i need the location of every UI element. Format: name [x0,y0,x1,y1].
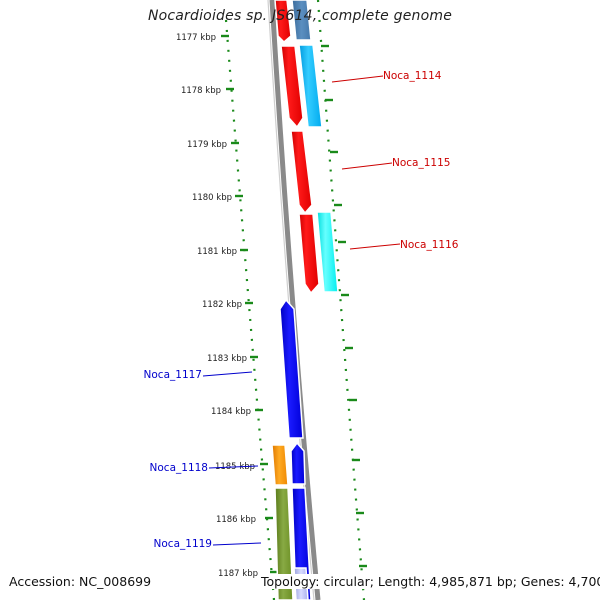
scale-tick-label: 1182 kbp [202,300,242,310]
genome-summary-text: Topology: circular; Length: 4,985,871 bp… [261,574,600,589]
gene-label-noca-1117[interactable]: Noca_1117 [144,369,202,381]
cds-arrow-noca-1118[interactable] [290,441,306,485]
cds-arrow-noca-1117[interactable] [279,298,304,439]
scale-tick-label: 1186 kbp [216,515,256,525]
feature-olive-noca-1119[interactable] [274,487,294,600]
scale-tick-label: 1178 kbp [181,86,221,96]
outer-tick-marks [321,44,367,568]
accession-text: Accession: NC_008699 [9,574,152,589]
gene-label-noca-1116[interactable]: Noca_1116 [400,239,459,251]
genome-title: Nocardioides sp. JS614, complete genome [147,8,453,24]
gene-label-noca-1114[interactable]: Noca_1114 [383,70,442,82]
scale-tick-label: 1187 kbp [218,569,258,579]
scale-tick-label: 1184 kbp [211,407,251,417]
cds-arrow-noca-1114[interactable] [280,45,304,129]
scale-tick-label: 1183 kbp [207,354,247,364]
scale-tick-label: 1177 kbp [176,33,216,43]
gene-label-noca-1118[interactable]: Noca_1118 [150,462,208,474]
gene-label-noca-1119[interactable]: Noca_1119 [154,538,212,550]
scale-tick-label: 1181 kbp [197,247,237,257]
gene-labels: Noca_1114 Noca_1115 Noca_1116 Noca_1117 … [144,70,459,550]
scale-tick-label: 1180 kbp [192,193,232,203]
cds-arrow-noca-1116[interactable] [298,213,320,295]
inner-scale-ring [224,19,276,600]
scale-tick-labels: 1177 kbp 1178 kbp 1179 kbp 1180 kbp 1181… [176,33,258,579]
feature-sky-noca-1114[interactable] [298,44,323,128]
reverse-strand-features [271,298,312,600]
outer-scale-ring [316,0,366,600]
scale-tick-label: 1179 kbp [187,140,227,150]
cds-arrow-top-partial[interactable] [274,0,292,44]
feature-orange-noca-1118[interactable] [271,444,289,486]
label-leader-lines [202,75,401,546]
gene-label-noca-1115[interactable]: Noca_1115 [392,157,450,169]
genome-backbone [269,0,321,600]
forward-strand-features [274,0,339,295]
cds-arrow-noca-1115[interactable] [290,130,313,215]
feature-cyan-noca-1116[interactable] [316,211,339,293]
feature-steel-partial[interactable] [291,0,312,41]
